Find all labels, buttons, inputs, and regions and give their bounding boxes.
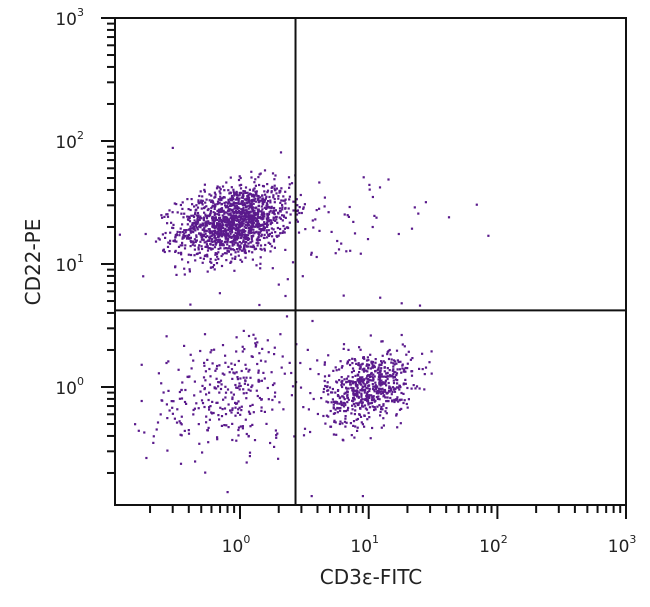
y-axis-tick-labels: 100 101 102 103 <box>55 6 84 399</box>
x-tick-label: 101 <box>350 533 379 557</box>
scatter-points <box>118 146 490 498</box>
y-axis-title: CD22-PE <box>21 219 45 306</box>
x-tick-label: 103 <box>608 533 637 557</box>
plot-frame <box>114 17 627 506</box>
y-tick-label: 101 <box>55 252 84 276</box>
x-tick-label: 100 <box>222 533 251 557</box>
y-tick-label: 100 <box>55 375 84 399</box>
y-axis-ticks <box>101 17 115 474</box>
x-axis-ticks <box>149 505 627 519</box>
y-tick-label: 102 <box>55 129 84 153</box>
x-tick-label: 102 <box>479 533 508 557</box>
y-tick-label: 103 <box>55 6 84 30</box>
x-axis-title: CD3ε-FITC <box>320 565 423 589</box>
x-axis-tick-labels: 100 101 102 103 <box>222 533 637 557</box>
